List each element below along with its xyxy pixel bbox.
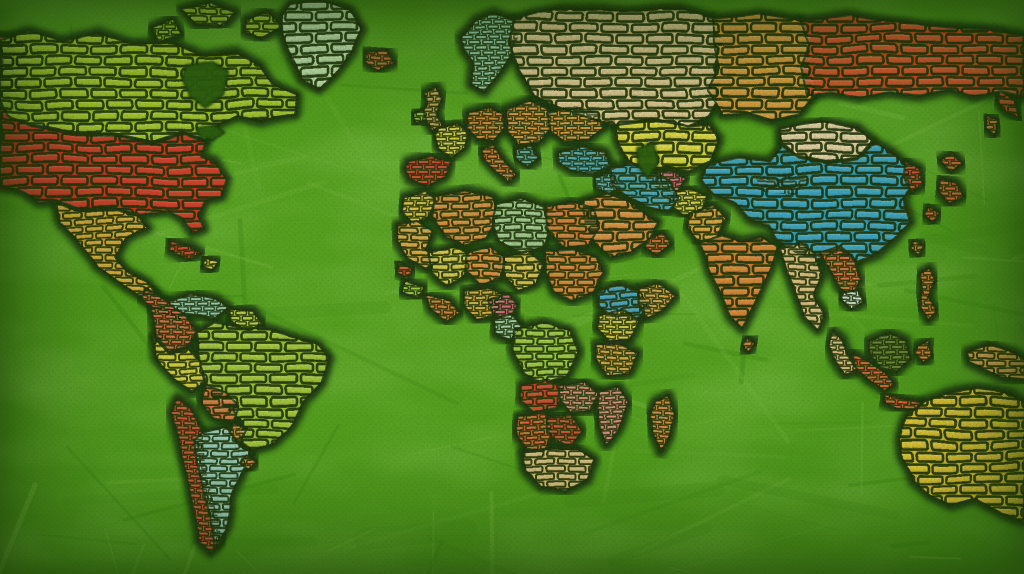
map-canvas: [0, 0, 1024, 574]
paint-grain-texture: [0, 0, 1024, 574]
world-map-artwork: [0, 0, 1024, 574]
